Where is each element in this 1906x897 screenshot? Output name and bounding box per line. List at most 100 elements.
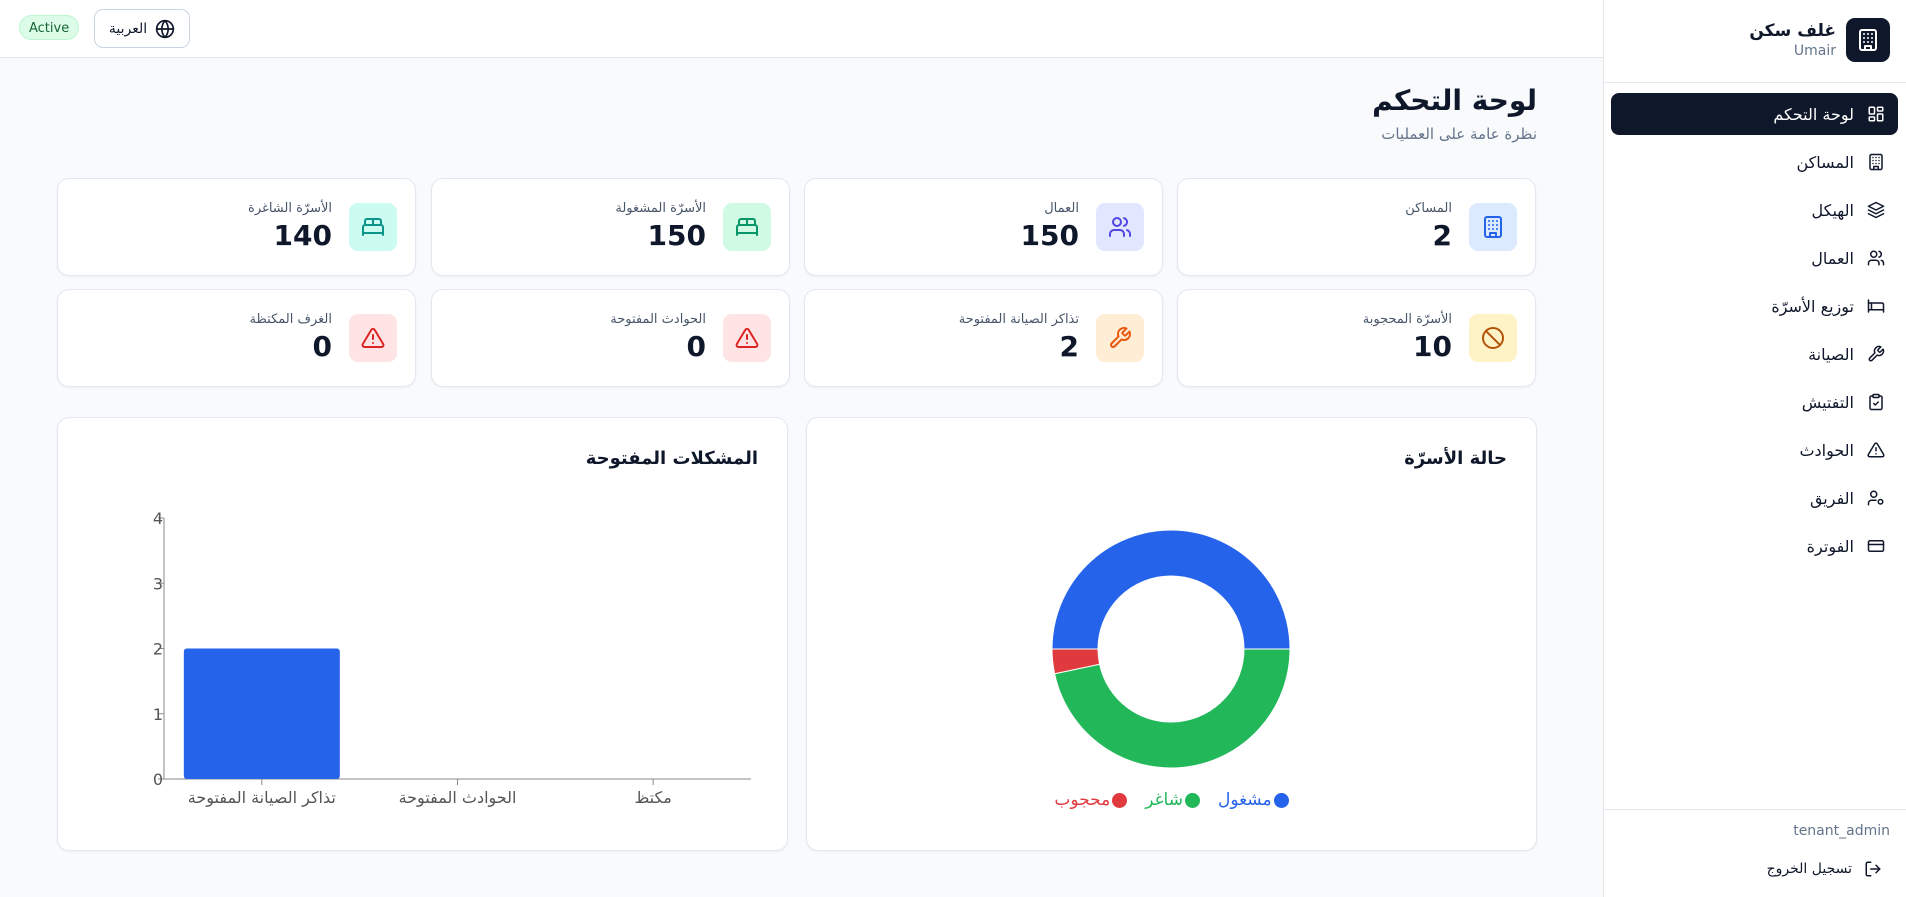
- top-bar: Active العربية: [0, 0, 1603, 58]
- donut-slice[interactable]: [1054, 648, 1291, 769]
- legend-label: محجوب: [1054, 790, 1111, 810]
- y-tick-label: 3: [153, 574, 163, 593]
- sidebar: غلف سكن Umair لوحة التحكم المساكن الهيكل…: [1603, 0, 1906, 897]
- logout-button[interactable]: تسجيل الخروج: [1767, 860, 1882, 878]
- y-tick-label: 4: [153, 509, 163, 528]
- sidebar-item-team[interactable]: الفريق: [1611, 477, 1898, 519]
- stat-card-vacant-beds: الأسرّة الشاغرة 140: [57, 178, 416, 276]
- sidebar-item-billing[interactable]: الفوترة: [1611, 525, 1898, 567]
- page-title: لوحة التحكم: [1372, 84, 1537, 117]
- x-tick-label: الحوادث المفتوحة: [399, 788, 517, 808]
- stat-label: العمال: [1044, 201, 1079, 216]
- logout-label: تسجيل الخروج: [1766, 861, 1852, 877]
- sidebar-item-housing[interactable]: المساكن: [1611, 141, 1898, 183]
- stat-label: الأسرّة الشاغرة: [248, 201, 332, 216]
- sidebar-item-label: الفريق: [1809, 488, 1854, 508]
- y-tick-label: 2: [153, 640, 163, 659]
- sidebar-item-label: توزيع الأسرّة: [1771, 296, 1854, 316]
- stat-label: الأسرّة المشغولة: [615, 201, 706, 216]
- sidebar-item-bed-allocation[interactable]: توزيع الأسرّة: [1611, 285, 1898, 327]
- brand-name: غلف سكن: [1749, 21, 1836, 41]
- logout-icon: [1865, 861, 1881, 877]
- bed-status-panel: حالة الأسرّة مشغول شاغر محجوب: [806, 417, 1537, 851]
- stat-value: 0: [312, 330, 332, 363]
- open-issues-bar-chart: 0 1 2 3 4 تذاكر الصيانة المفتوحة الحوادث المفت…: [153, 509, 751, 808]
- sidebar-item-workers[interactable]: العمال: [1611, 237, 1898, 279]
- users-icon: [1866, 248, 1886, 268]
- credit-card-icon: [1866, 536, 1886, 556]
- sidebar-item-structure[interactable]: الهيكل: [1611, 189, 1898, 231]
- users-icon: [1096, 203, 1144, 251]
- building-icon: [1859, 29, 1877, 51]
- x-tick-label: مكتظ: [634, 788, 671, 807]
- brand: غلف سكن Umair: [1749, 18, 1890, 62]
- stat-card-overcrowded-rooms: الغرف المكتظة 0: [57, 289, 416, 387]
- legend-label: شاغر: [1145, 790, 1183, 810]
- sidebar-item-label: المساكن: [1796, 152, 1854, 172]
- alert-triangle-icon: [1866, 440, 1886, 460]
- legend-swatch: [1112, 792, 1128, 808]
- stat-label: الأسرّة المحجوبة: [1362, 312, 1452, 327]
- wrench-icon: [1866, 344, 1886, 364]
- sidebar-item-label: العمال: [1811, 248, 1854, 268]
- building-icon: [1469, 203, 1517, 251]
- panel-title: المشكلات المفتوحة: [585, 448, 758, 469]
- divider: [1604, 809, 1906, 810]
- sidebar-item-inspection[interactable]: التفتيش: [1611, 381, 1898, 423]
- y-tick-label: 1: [153, 705, 163, 724]
- sidebar-item-label: الحوادث: [1799, 440, 1854, 460]
- y-tick-label: 0: [153, 770, 163, 789]
- sidebar-item-incidents[interactable]: الحوادث: [1611, 429, 1898, 471]
- bed-icon: [723, 203, 771, 251]
- stat-value: 2: [1059, 330, 1079, 363]
- wrench-icon: [1096, 314, 1144, 362]
- layers-icon: [1866, 200, 1886, 220]
- building-icon: [1866, 152, 1886, 172]
- alert-triangle-icon: [349, 314, 397, 362]
- status-badge: Active: [19, 15, 80, 40]
- donut-slice[interactable]: [1051, 648, 1101, 675]
- stat-label: المساكن: [1405, 201, 1452, 216]
- alert-triangle-icon: [723, 314, 771, 362]
- sidebar-nav: لوحة التحكم المساكن الهيكل العمال توزيع …: [1611, 93, 1898, 573]
- language-label: العربية: [108, 20, 148, 37]
- sidebar-item-label: الهيكل: [1811, 200, 1854, 220]
- page-subtitle: نظرة عامة على العمليات: [1381, 125, 1537, 143]
- bar[interactable]: [183, 648, 340, 780]
- panel-title: حالة الأسرّة: [1404, 448, 1507, 469]
- stat-card-blocked-beds: الأسرّة المحجوبة 10: [1177, 289, 1536, 387]
- legend-label: مشغول: [1217, 790, 1272, 810]
- stat-card-housing: المساكن 2: [1177, 178, 1536, 276]
- stat-card-open-maintenance: تذاكر الصيانة المفتوحة 2: [804, 289, 1163, 387]
- legend-item[interactable]: شاغر: [1145, 790, 1200, 810]
- clipboard-check-icon: [1866, 392, 1886, 412]
- x-tick-label: تذاكر الصيانة المفتوحة: [188, 788, 336, 808]
- stat-value: 0: [686, 330, 706, 363]
- divider: [1604, 82, 1906, 83]
- sidebar-item-label: التفتيش: [1801, 392, 1854, 412]
- bed-icon: [349, 203, 397, 251]
- ban-icon: [1469, 314, 1517, 362]
- sidebar-item-label: الصيانة: [1808, 344, 1854, 364]
- legend-item[interactable]: مشغول: [1218, 790, 1289, 810]
- bed-icon: [1866, 296, 1886, 316]
- stat-label: الحوادث المفتوحة: [610, 312, 706, 327]
- stat-label: تذاكر الصيانة المفتوحة: [958, 312, 1079, 327]
- donut-slice[interactable]: [1051, 529, 1291, 650]
- language-switch-button[interactable]: العربية: [94, 9, 190, 48]
- sidebar-item-label: الفوترة: [1806, 536, 1854, 556]
- sidebar-item-dashboard[interactable]: لوحة التحكم: [1611, 93, 1898, 135]
- stat-value: 140: [273, 219, 332, 252]
- legend-item[interactable]: محجوب: [1054, 790, 1128, 810]
- stat-value: 150: [1020, 219, 1079, 252]
- user-role: tenant_admin: [1793, 823, 1890, 839]
- stat-card-open-incidents: الحوادث المفتوحة 0: [431, 289, 790, 387]
- stat-label: الغرف المكتظة: [249, 312, 332, 327]
- brand-subtitle: Umair: [1793, 43, 1836, 59]
- sidebar-item-maintenance[interactable]: الصيانة: [1611, 333, 1898, 375]
- legend-swatch: [1184, 792, 1200, 808]
- stat-value: 10: [1413, 330, 1452, 363]
- sidebar-item-label: لوحة التحكم: [1773, 104, 1854, 124]
- chart-legend: مشغول شاغر محجوب: [807, 790, 1536, 810]
- user-cog-icon: [1866, 488, 1886, 508]
